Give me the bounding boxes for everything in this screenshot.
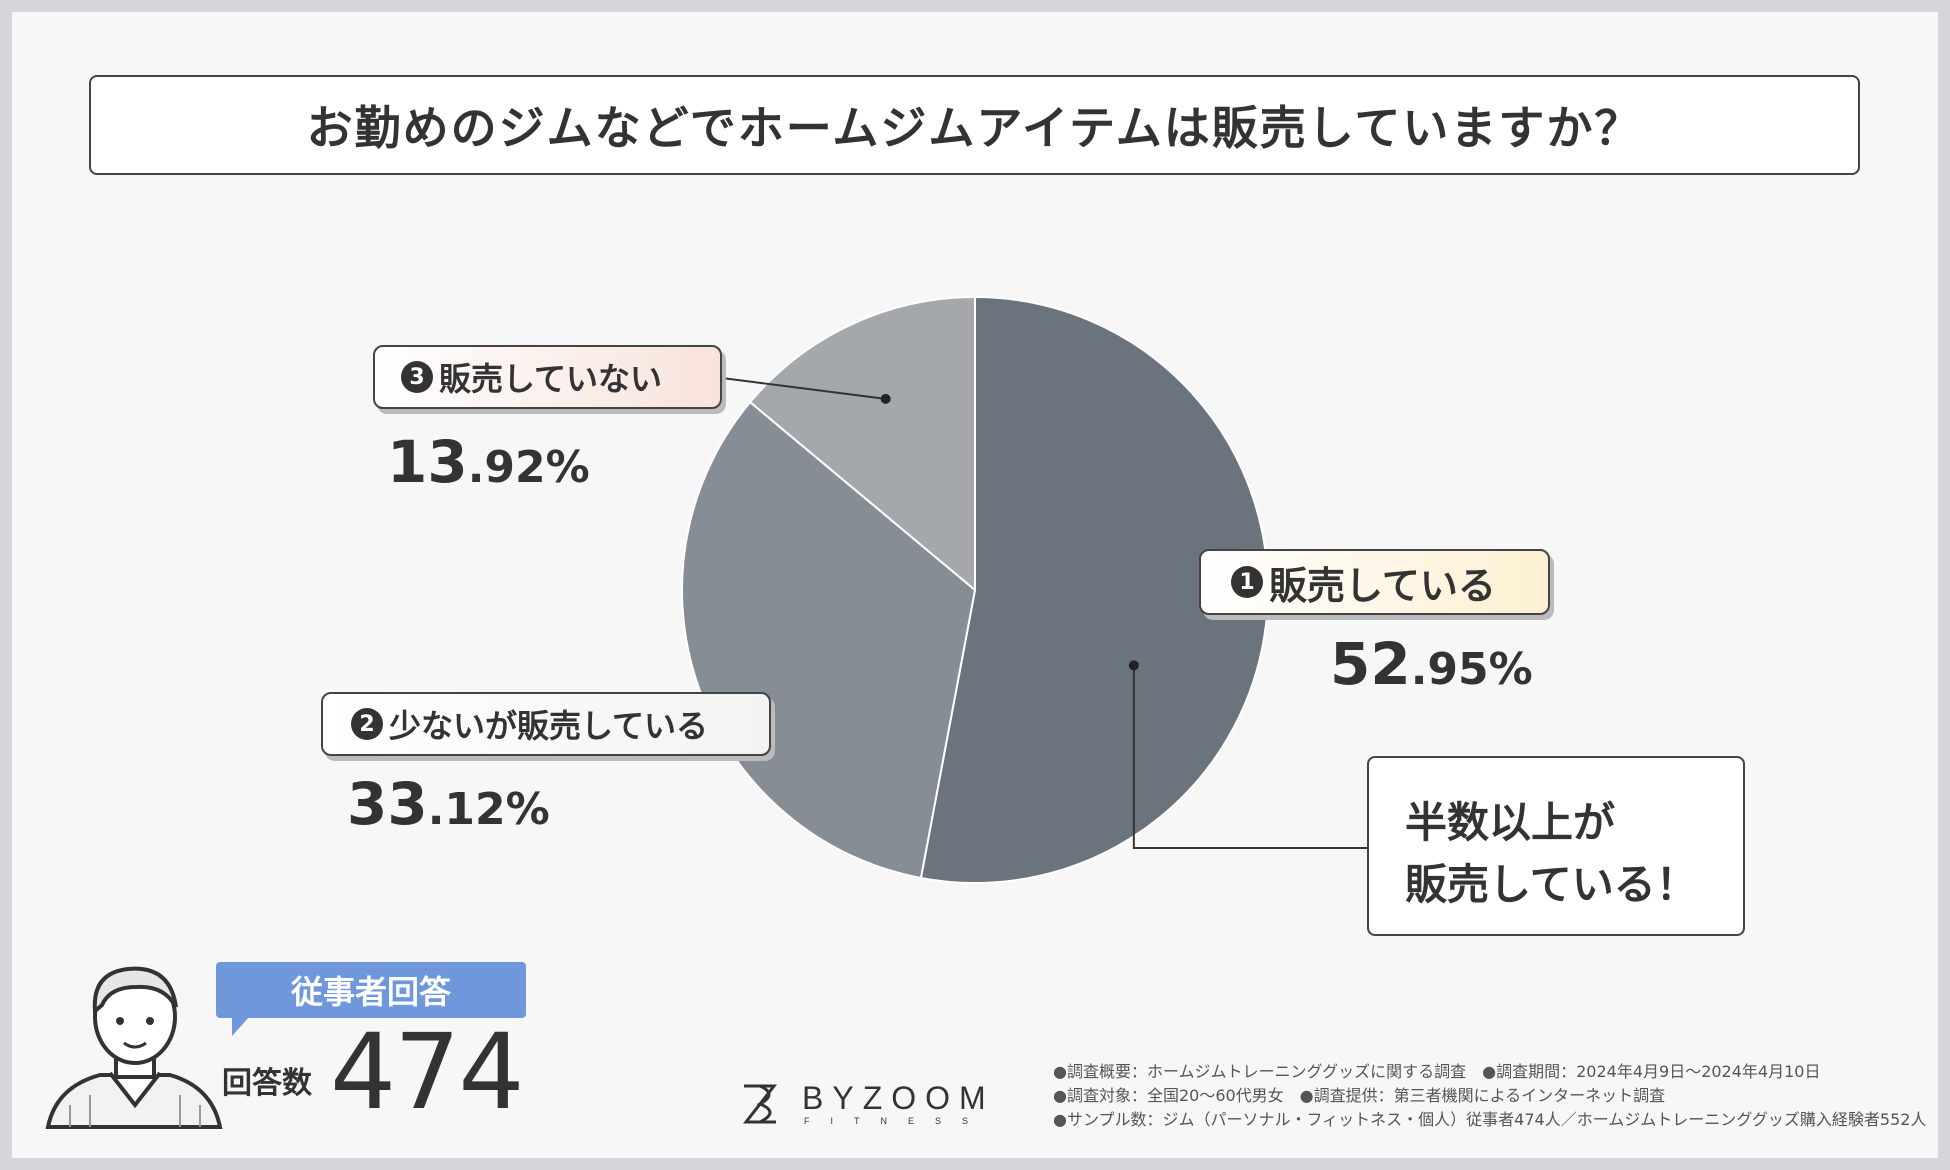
logo-name: BYZOOM [802,1080,995,1116]
badge-2: 2 [351,708,383,740]
slice-label-few-selling: 2 少ないが販売している [321,692,771,756]
callout-box: 半数以上が 販売している！ [1367,756,1745,936]
respondent-count-label: 回答数 [222,1066,312,1101]
slice-label-text: 販売している [1269,563,1496,608]
slice-percent-selling: 52.95% [1330,630,1533,698]
pie-slice-1 [919,295,1269,884]
percent-int: 33 [347,770,428,838]
leader-line-callout [1132,665,1367,849]
slice-label-text: 販売していない [439,360,663,398]
respondent-tag-tail [232,1016,250,1036]
leader-dot-callout [1128,660,1139,671]
brand-logo: BYZOOM FITNESS [740,1080,1020,1130]
callout-line-2: 販売している！ [1405,860,1698,909]
percent-int: 52 [1330,630,1411,698]
logo-mark-icon [742,1084,778,1124]
badge-3: 3 [401,361,433,393]
respondent-avatar-icon [45,966,223,1129]
slice-percent-not-selling: 13.92% [387,428,590,496]
page-title: お勤めのジムなどでホームジムアイテムは販売していますか？ [89,75,1860,175]
slice-label-text: 少ないが販売している [389,707,709,745]
respondent-tag: 従事者回答 [216,962,526,1018]
leader-line-3 [721,377,886,400]
slice-label-not-selling: 3 販売していない [373,345,722,409]
survey-note: ●調査対象：全国20～60代男女 ●調査提供：第三者機関によるインターネット調査 [1053,1086,1666,1105]
slice-label-selling: 1 販売している [1199,549,1550,615]
slice-percent-few-selling: 33.12% [347,770,550,838]
percent-dec: .12% [427,784,550,835]
survey-notes: ●調査概要：ホームジムトレーニンググッズに関する調査 ●調査期間：2024年4月… [1053,1060,1927,1132]
badge-1: 1 [1231,566,1263,598]
logo-sub: FITNESS [804,1116,990,1126]
callout-line-1: 半数以上が [1405,798,1616,847]
percent-dec: .95% [1410,644,1533,695]
survey-note: ●サンプル数：ジム（パーソナル・フィットネス・個人）従事者474人／ホームジムト… [1053,1110,1927,1129]
percent-dec: .92% [467,442,590,493]
leader-dot-3 [880,393,891,404]
respondent-count: 474 [330,1011,525,1133]
survey-note: ●調査概要：ホームジムトレーニンググッズに関する調査 ●調査期間：2024年4月… [1053,1062,1821,1081]
percent-int: 13 [387,428,468,496]
pie-slice-2 [681,400,977,880]
